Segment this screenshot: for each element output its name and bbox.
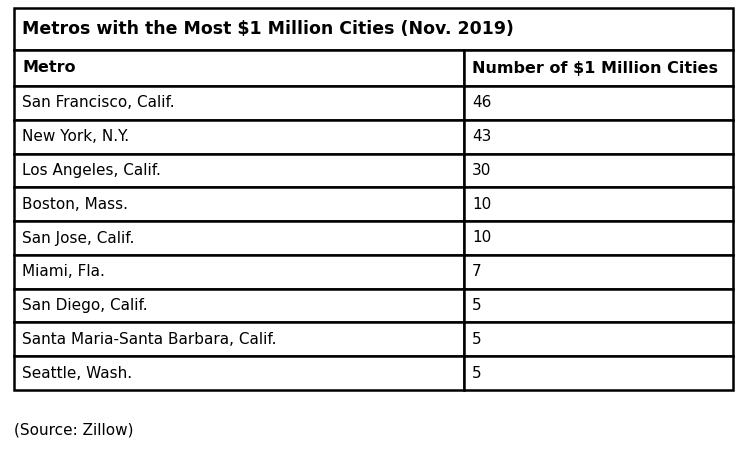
Text: (Source: Zillow): (Source: Zillow) [14, 423, 134, 437]
Bar [464, 356, 733, 390]
Text: San Jose, Calif.: San Jose, Calif. [22, 230, 134, 246]
Bar [464, 288, 733, 322]
Text: Los Angeles, Calif.: Los Angeles, Calif. [22, 163, 161, 178]
Bar [464, 50, 733, 86]
Bar [14, 8, 733, 50]
Text: San Diego, Calif.: San Diego, Calif. [22, 298, 148, 313]
Text: 10: 10 [472, 197, 492, 212]
Text: 7: 7 [472, 264, 482, 279]
Text: 5: 5 [472, 332, 482, 347]
Text: 10: 10 [472, 230, 492, 246]
Text: Santa Maria-Santa Barbara, Calif.: Santa Maria-Santa Barbara, Calif. [22, 332, 276, 347]
Text: 5: 5 [472, 298, 482, 313]
Bar [14, 154, 464, 188]
Bar [14, 322, 464, 356]
Bar [464, 120, 733, 154]
Bar [14, 288, 464, 322]
Bar [464, 255, 733, 288]
Text: Miami, Fla.: Miami, Fla. [22, 264, 105, 279]
Bar [464, 188, 733, 221]
Bar [14, 255, 464, 288]
Text: 5: 5 [472, 366, 482, 381]
Bar [14, 221, 464, 255]
Bar [14, 356, 464, 390]
Bar [464, 86, 733, 120]
Text: Seattle, Wash.: Seattle, Wash. [22, 366, 132, 381]
Bar [14, 120, 464, 154]
Text: Boston, Mass.: Boston, Mass. [22, 197, 128, 212]
Bar [464, 221, 733, 255]
Text: San Francisco, Calif.: San Francisco, Calif. [22, 95, 175, 110]
Bar [464, 322, 733, 356]
Bar [14, 188, 464, 221]
Bar [464, 154, 733, 188]
Text: 43: 43 [472, 129, 492, 144]
Text: 30: 30 [472, 163, 492, 178]
Text: 46: 46 [472, 95, 492, 110]
Text: New York, N.Y.: New York, N.Y. [22, 129, 129, 144]
Bar [14, 50, 464, 86]
Bar [14, 86, 464, 120]
Text: Number of $1 Million Cities: Number of $1 Million Cities [472, 60, 718, 76]
Text: Metros with the Most $1 Million Cities (Nov. 2019): Metros with the Most $1 Million Cities (… [22, 20, 514, 38]
Text: Metro: Metro [22, 60, 75, 76]
